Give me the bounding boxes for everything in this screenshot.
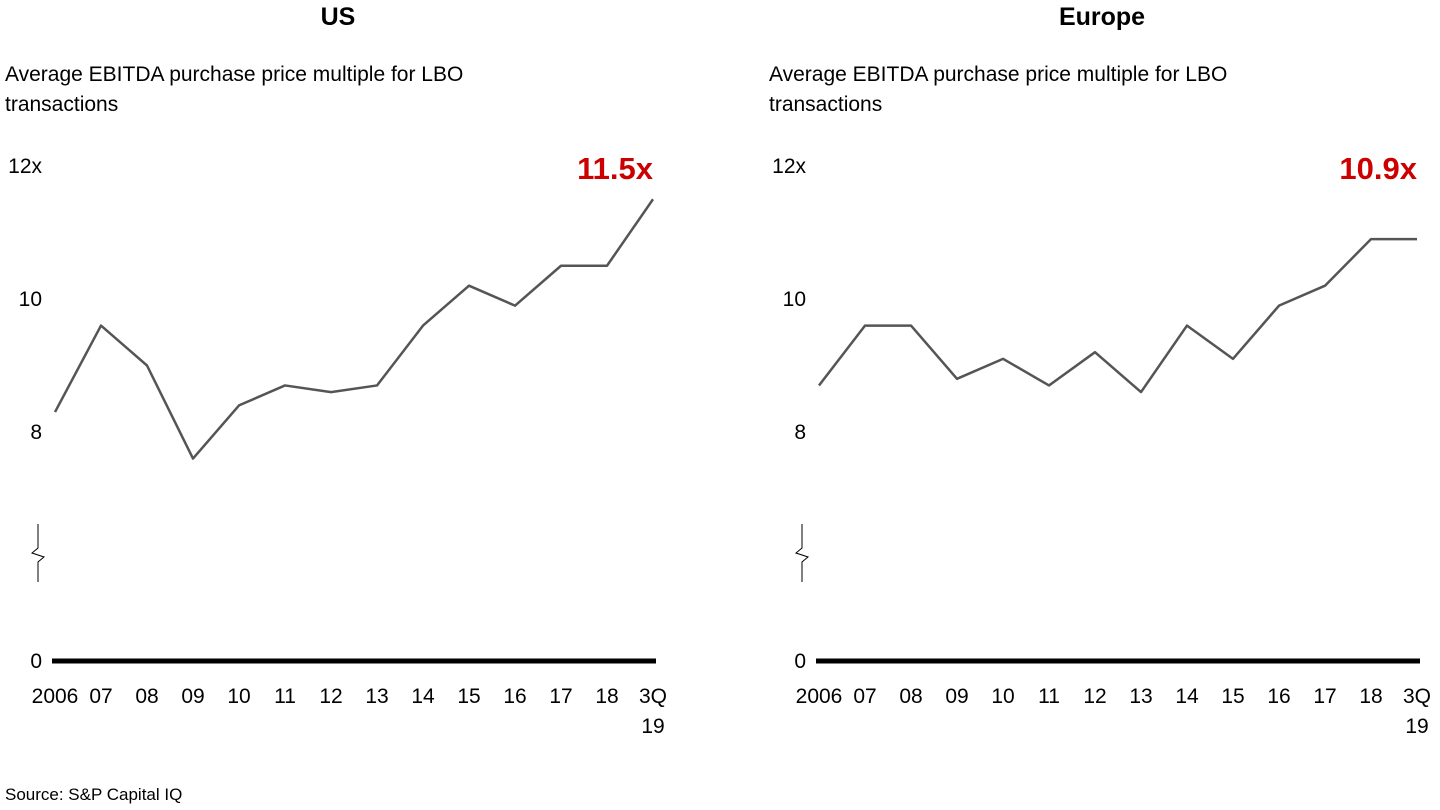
- axis-break: [30, 524, 46, 582]
- axis-break: [794, 524, 810, 582]
- y-tick-label: 0: [30, 650, 42, 673]
- chart-subtitle: Average EBITDA purchase price multiple f…: [769, 63, 1228, 116]
- x-tick-label: 08: [899, 685, 923, 708]
- x-tick-label: 09: [945, 685, 969, 708]
- chart-subtitle: Average EBITDA purchase price multiple f…: [5, 63, 464, 116]
- x-tick-label: 16: [503, 685, 527, 708]
- x-tick-label: 12: [1083, 685, 1107, 708]
- chart-title: Europe: [1058, 3, 1146, 31]
- y-tick-label: 10: [782, 288, 806, 311]
- x-tick-label: 14: [1175, 685, 1199, 708]
- x-tick-label: 16: [1267, 685, 1291, 708]
- x-tick-label: 17: [1313, 685, 1337, 708]
- x-tick-label: 10: [991, 685, 1015, 708]
- y-tick-label: 10: [18, 288, 42, 311]
- x-tick-label: 08: [135, 685, 159, 708]
- x-tick-label: 2006: [31, 685, 79, 708]
- x-tick-label: 10: [227, 685, 251, 708]
- x-tick-label: 18: [595, 685, 619, 708]
- x-tick-label: 13: [365, 685, 389, 708]
- value-label: 10.9x: [1339, 151, 1417, 186]
- x-tick-label: 18: [1359, 685, 1383, 708]
- y-tick-label: 12x: [772, 155, 806, 178]
- x-tick-label: 07: [89, 685, 113, 708]
- x-tick-label: 15: [1221, 685, 1245, 708]
- x-tick-label: 12: [319, 685, 343, 708]
- data-line: [818, 237, 1417, 394]
- data-line: [53, 198, 655, 460]
- source-note: Source: S&P Capital IQ: [5, 785, 183, 804]
- x-tick-label: 13: [1129, 685, 1153, 708]
- y-tick-label: 8: [794, 421, 806, 444]
- x-tick-label: 17: [549, 685, 573, 708]
- y-tick-label: 8: [30, 421, 42, 444]
- x-tick-label: 14: [411, 685, 435, 708]
- chart-title: US: [320, 3, 356, 31]
- x-tick-label: 15: [457, 685, 481, 708]
- y-tick-label: 0: [794, 650, 806, 673]
- x-tick-label: 2006: [795, 685, 843, 708]
- x-tick-label: 11: [274, 685, 296, 708]
- x-tick-label: 3Q 19: [638, 685, 667, 738]
- value-label: 11.5x: [577, 151, 653, 186]
- x-tick-label: 11: [1038, 685, 1060, 708]
- x-tick-label: 09: [181, 685, 205, 708]
- x-tick-label: 3Q 19: [1402, 685, 1431, 738]
- y-tick-label: 12x: [8, 155, 42, 178]
- x-tick-label: 07: [853, 685, 877, 708]
